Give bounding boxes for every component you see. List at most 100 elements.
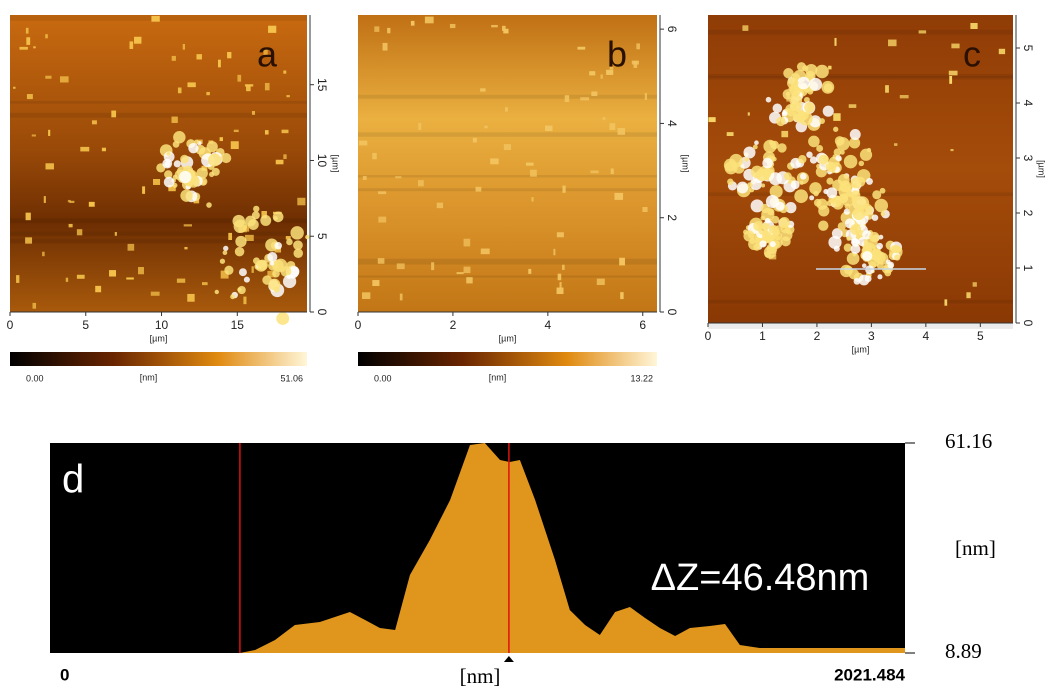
flake	[644, 93, 648, 100]
cluster-grain	[272, 211, 284, 223]
flake	[233, 129, 239, 133]
flake	[505, 107, 508, 112]
cluster-grain	[783, 68, 794, 79]
cluster-grain	[798, 155, 807, 164]
flake	[972, 282, 977, 287]
flake	[228, 232, 233, 241]
y-tick-label: 61.16	[945, 429, 992, 453]
cluster-grain	[819, 118, 826, 124]
cluster-grain	[163, 176, 175, 188]
cluster-grain	[251, 211, 260, 220]
flake	[48, 129, 51, 136]
cluster-grain	[180, 154, 189, 164]
flake	[726, 132, 734, 137]
cluster-grain	[849, 129, 861, 140]
y-axis-label: [µm]	[331, 155, 341, 173]
cluster-grain	[825, 163, 832, 170]
flake	[642, 207, 648, 213]
panel-label: d	[62, 458, 84, 502]
cluster-grain	[208, 153, 222, 167]
cluster-grain	[866, 147, 872, 153]
flake	[848, 104, 857, 108]
cluster-grain	[816, 145, 824, 152]
scan-streak	[358, 258, 657, 265]
flake	[503, 144, 512, 150]
cluster-grain	[219, 258, 226, 264]
cluster-grain	[878, 234, 884, 240]
cluster-grain	[835, 155, 842, 162]
profile-area	[50, 443, 905, 653]
cluster-grain	[173, 131, 186, 144]
flake	[88, 201, 95, 207]
y-tick-label: 0	[1021, 320, 1035, 327]
flake	[65, 277, 69, 282]
cluster-grain	[865, 265, 875, 275]
cluster-grain	[843, 208, 851, 215]
cluster-grain	[194, 139, 199, 145]
cluster-grain	[790, 180, 800, 190]
flake	[220, 270, 229, 279]
flake	[833, 113, 841, 121]
cluster-grain	[850, 244, 861, 254]
flake	[456, 272, 464, 275]
scan-streak	[10, 218, 307, 223]
cluster-grain	[237, 285, 246, 295]
cluster-grain	[752, 144, 758, 150]
y-tick-label: 2	[665, 214, 679, 221]
colorbar-label: [nm]	[140, 372, 158, 382]
flake	[275, 159, 284, 165]
cluster-grain	[818, 154, 829, 165]
cluster-grain	[780, 228, 793, 242]
cluster-grain	[846, 236, 852, 241]
cluster-grain	[761, 183, 766, 188]
flake	[620, 292, 624, 300]
scan-streak	[10, 100, 307, 104]
cluster-grain	[276, 312, 290, 325]
y-tick-label: 4	[665, 120, 679, 127]
flake	[382, 42, 388, 51]
flake	[26, 94, 33, 100]
flake	[80, 146, 90, 152]
flake	[530, 169, 537, 177]
cluster-grain	[797, 76, 810, 90]
cluster-grain	[794, 189, 808, 204]
y-axis-label: [nm]	[955, 536, 996, 560]
cluster-grain	[288, 266, 300, 277]
flake	[25, 212, 31, 221]
cluster-grain	[821, 80, 835, 94]
colorbar	[10, 352, 307, 366]
flake	[230, 141, 239, 150]
x-tick-label: 1	[759, 329, 766, 343]
x-axis-label: [nm]	[460, 664, 501, 688]
flake	[742, 25, 749, 31]
flake	[966, 292, 971, 299]
flake	[206, 91, 210, 96]
cluster-grain	[864, 275, 872, 283]
flake	[101, 147, 106, 152]
flake	[202, 282, 208, 286]
flake	[182, 43, 186, 50]
flake	[111, 110, 117, 118]
cluster-grain	[293, 240, 303, 251]
cluster-grain	[180, 189, 193, 202]
flake	[387, 27, 391, 34]
cluster-grain	[850, 177, 862, 189]
flake	[631, 60, 639, 65]
cluster-grain	[265, 238, 279, 252]
cluster-grain	[792, 90, 799, 97]
flake	[564, 95, 570, 103]
flake	[472, 137, 477, 143]
scan-streak	[708, 322, 1013, 329]
cluster-grain	[885, 259, 891, 265]
x-tick-label: 5	[82, 318, 89, 332]
flake	[378, 191, 387, 195]
cluster-grain	[312, 273, 318, 279]
cluster-grain	[843, 243, 852, 252]
cluster-grain	[754, 140, 759, 146]
flake	[431, 262, 435, 271]
cluster-grain	[846, 252, 860, 265]
cluster-grain	[166, 151, 171, 156]
scan-streak	[708, 299, 1013, 304]
cluster-grain	[755, 168, 769, 182]
